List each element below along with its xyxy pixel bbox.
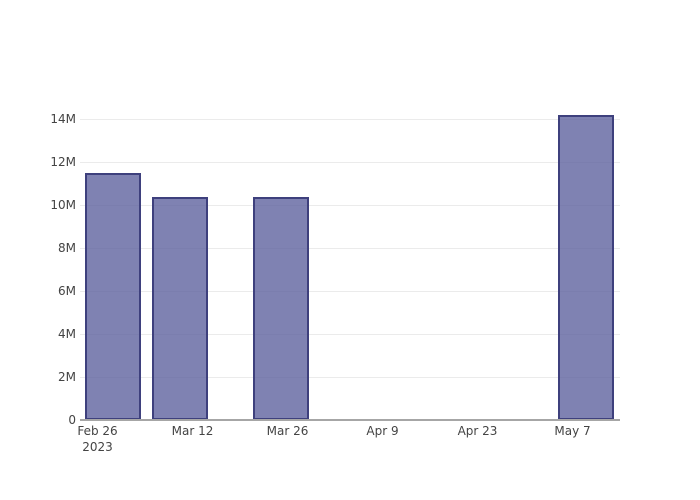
x-tick-label: Mar 12 (172, 423, 214, 439)
y-tick-label: 2M (58, 370, 76, 385)
y-tick-label: 14M (50, 112, 76, 127)
x-tick-date: Apr 9 (366, 424, 399, 438)
x-tick-label: Feb 26 2023 (77, 423, 117, 455)
x-tick-label: Apr 23 (458, 423, 498, 439)
x-tick-date: Feb 26 (77, 424, 118, 438)
y-tick-label: 10M (50, 198, 76, 213)
x-tick-date: Mar 12 (171, 424, 214, 438)
x-tick-label: Apr 9 (366, 423, 398, 439)
x-tick-label: May 7 (554, 423, 590, 439)
bar[interactable] (253, 196, 310, 420)
x-tick-date: Mar 26 (266, 424, 309, 438)
bar[interactable] (85, 173, 142, 420)
bar[interactable] (558, 115, 615, 420)
x-tick-year: 2023 (82, 440, 113, 454)
x-tick-label: Mar 26 (267, 423, 309, 439)
bar[interactable] (152, 196, 209, 420)
y-tick-label: 6M (58, 284, 76, 299)
x-tick-date: May 7 (554, 424, 591, 438)
y-tick-label: 12M (50, 155, 76, 170)
y-tick-label: 0 (68, 413, 76, 427)
y-tick-label: 4M (58, 327, 76, 342)
x-tick-date: Apr 23 (457, 424, 498, 438)
y-tick-label: 8M (58, 241, 76, 256)
